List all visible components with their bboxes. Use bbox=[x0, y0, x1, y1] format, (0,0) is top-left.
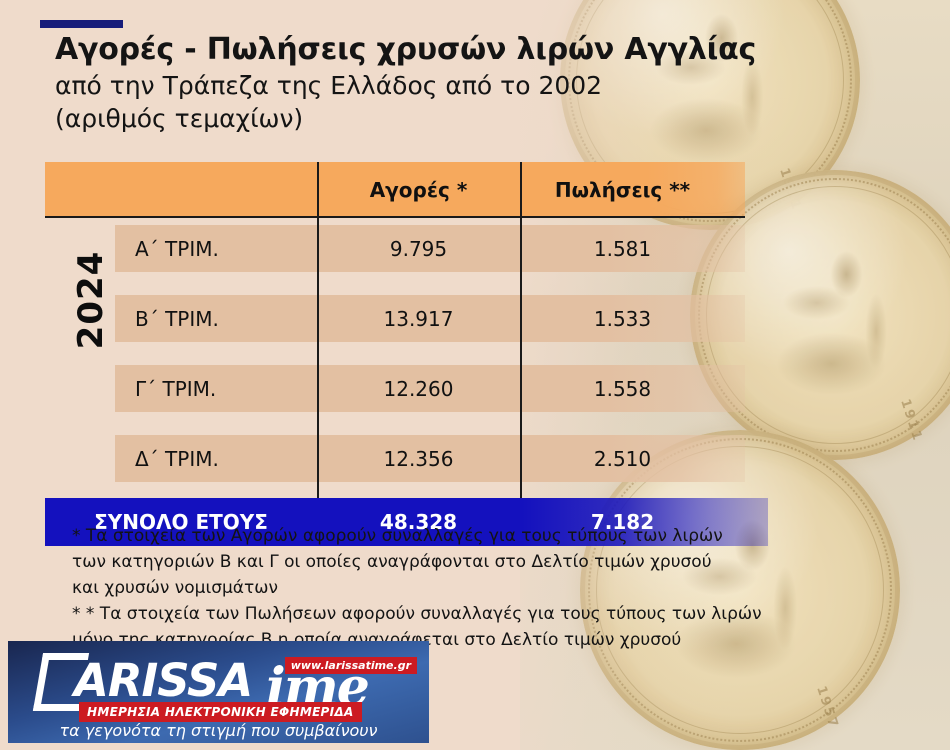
cell-buys: 12.260 bbox=[383, 376, 454, 401]
footnote-line: και χρυσών νομισμάτων bbox=[72, 578, 278, 598]
row-label: Α΄ ΤΡΙΜ. bbox=[135, 236, 219, 261]
footnote-line: * Τα στοιχεία των Αγορών αφορούν συναλλα… bbox=[72, 526, 723, 546]
total-sells: 7.182 bbox=[590, 510, 655, 534]
page-unit-note: (αριθμός τεμαχίων) bbox=[55, 103, 304, 133]
table-row: Α΄ ΤΡΙΜ. 9.795 1.581 bbox=[115, 225, 745, 272]
table-total-row: ΣΥΝΟΛΟ ΕΤΟΥΣ 48.328 7.182 bbox=[45, 498, 768, 546]
page-subtitle: από την Τράπεζα της Ελλάδος από το 2002 bbox=[55, 71, 603, 100]
page-title: Αγορές - Πωλήσεις χρυσών λιρών Αγγλίας bbox=[55, 32, 757, 67]
column-header-buys: Αγορές * bbox=[369, 178, 468, 202]
column-divider-2 bbox=[520, 162, 522, 498]
row-label: Β΄ ΤΡΙΜ. bbox=[135, 306, 219, 331]
cell-sells: 1.533 bbox=[593, 306, 652, 331]
row-label: Δ΄ ΤΡΙΜ. bbox=[135, 446, 219, 471]
accent-bar bbox=[40, 20, 123, 28]
logo-descriptor-strip: ΗΜΕΡΗΣΙΑ ΗΛΕΚΤΡΟΝΙΚΗ ΕΦΗΜΕΡΙΔΑ bbox=[79, 702, 362, 722]
footnote-line: * * Τα στοιχεία των Πωλήσεων αφορούν συν… bbox=[72, 604, 762, 624]
cell-sells: 2.510 bbox=[593, 446, 652, 471]
cell-sells: 1.581 bbox=[593, 236, 652, 261]
cell-buys: 13.917 bbox=[383, 306, 454, 331]
row-label: Γ΄ ΤΡΙΜ. bbox=[135, 376, 217, 401]
footnotes-block: * Τα στοιχεία των Αγορών αφορούν συναλλα… bbox=[72, 523, 772, 653]
logo-name-primary: ARISSA bbox=[74, 654, 253, 707]
table-row: Δ΄ ΤΡΙΜ. 12.356 2.510 bbox=[115, 435, 745, 482]
table-header-row: Αγορές * Πωλήσεις ** bbox=[45, 162, 745, 218]
cell-buys: 12.356 bbox=[383, 446, 454, 471]
gold-coin-background: 1911 1911 1957 bbox=[520, 0, 950, 750]
data-table: 2024 Αγορές * Πωλήσεις ** Α΄ ΤΡΙΜ. 9.795… bbox=[45, 162, 770, 546]
logo-website-url[interactable]: www.larissatime.gr bbox=[284, 657, 417, 674]
total-label: ΣΥΝΟΛΟ ΕΤΟΥΣ bbox=[94, 510, 268, 534]
logo-inner: ARISSA ime www.larissatime.gr ΗΜΕΡΗΣΙΑ Η… bbox=[8, 641, 429, 743]
table-row: Γ΄ ΤΡΙΜ. 12.260 1.558 bbox=[115, 365, 745, 412]
larissatime-logo[interactable]: ARISSA ime www.larissatime.gr ΗΜΕΡΗΣΙΑ Η… bbox=[8, 641, 429, 743]
cell-buys: 9.795 bbox=[389, 236, 448, 261]
cell-sells: 1.558 bbox=[593, 376, 652, 401]
year-label: 2024 bbox=[71, 250, 111, 350]
total-buys: 48.328 bbox=[379, 510, 458, 534]
logo-tagline: τα γεγονότα τη στιγμή που συμβαίνουν bbox=[59, 721, 378, 740]
heading-block: Αγορές - Πωλήσεις χρυσών λιρών Αγγλίας α… bbox=[55, 33, 756, 135]
column-header-sells: Πωλήσεις ** bbox=[554, 178, 691, 202]
column-divider-1 bbox=[317, 162, 319, 498]
footnote-line: των κατηγοριών Β και Γ οι οποίες αναγράφ… bbox=[72, 552, 712, 572]
table-row: Β΄ ΤΡΙΜ. 13.917 1.533 bbox=[115, 295, 745, 342]
